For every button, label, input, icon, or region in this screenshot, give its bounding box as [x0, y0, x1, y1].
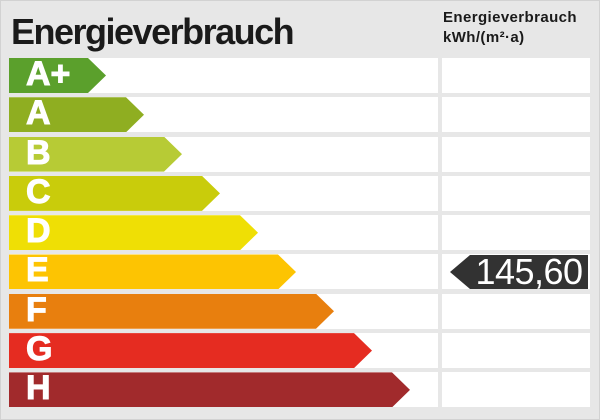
grade-arrow: B	[9, 137, 182, 172]
scale-track-cell: E	[9, 254, 438, 290]
scale-row-b: B 145,60	[9, 137, 590, 172]
unit-label: Energieverbrauch kWh/(m²·a)	[443, 8, 577, 48]
scale-row-a: A 145,60	[9, 97, 590, 133]
scale-track-cell: G	[9, 333, 438, 369]
value-cell: 145,60	[442, 250, 590, 292]
value-cell: 145,60	[442, 175, 590, 211]
value-cell: 145,60	[442, 215, 590, 251]
page-title: Energieverbrauch	[11, 11, 295, 52]
value-cell: 145,60	[442, 333, 590, 369]
value-cell: 145,60	[442, 136, 590, 172]
grade-arrow: A+	[9, 58, 106, 93]
grade-label: G	[26, 330, 53, 369]
scale-row-g: G 145,60	[9, 333, 590, 369]
scale-track-cell: B	[9, 137, 438, 172]
grade-arrow: C	[9, 176, 220, 211]
scale-track-cell: F	[9, 294, 438, 329]
grade-label: E	[26, 251, 49, 290]
scale-row-e: E 145,60	[9, 250, 590, 292]
scale-track-cell: D	[9, 215, 438, 251]
grade-label: B	[26, 133, 51, 172]
grade-arrow: F	[9, 294, 334, 329]
scale-track-cell: A+	[9, 58, 438, 93]
grade-arrow: A	[9, 97, 144, 132]
grade-arrow: E	[9, 254, 296, 289]
scale-row-f: F 145,60	[9, 294, 590, 329]
scale-row-c: C 145,60	[9, 176, 590, 211]
scale-track-cell: A	[9, 97, 438, 133]
grade-arrow: G	[9, 333, 372, 368]
grade-label: A+	[26, 55, 71, 93]
unit-label-line1: Energieverbrauch	[443, 9, 577, 26]
value-cell: 145,60	[442, 58, 590, 93]
scale-track-cell: H	[9, 372, 438, 408]
scale-row-d: D 145,60	[9, 215, 590, 251]
grade-label: D	[26, 212, 51, 251]
grade-arrow: D	[9, 215, 258, 250]
grade-label: A	[26, 94, 51, 133]
value-cell: 145,60	[442, 293, 590, 329]
scale: A+ 145,60 A 145,60 B	[9, 58, 590, 408]
header: Energieverbrauch Energieverbrauch kWh/(m…	[1, 1, 599, 58]
grade-label: C	[26, 172, 51, 211]
value-cell: 145,60	[442, 97, 590, 133]
unit-label-line2: kWh/(m²·a)	[443, 29, 525, 46]
grade-label: H	[26, 369, 51, 408]
scale-track-cell: C	[9, 176, 438, 211]
current-value-tag: 145,60	[450, 250, 588, 292]
scale-row-h: H 145,60	[9, 372, 590, 408]
current-value-text: 145,60	[475, 250, 583, 292]
value-cell: 145,60	[442, 372, 590, 408]
grade-label: F	[26, 290, 47, 329]
grade-arrow: H	[9, 372, 410, 407]
scale-row-a-plus: A+ 145,60	[9, 58, 590, 93]
